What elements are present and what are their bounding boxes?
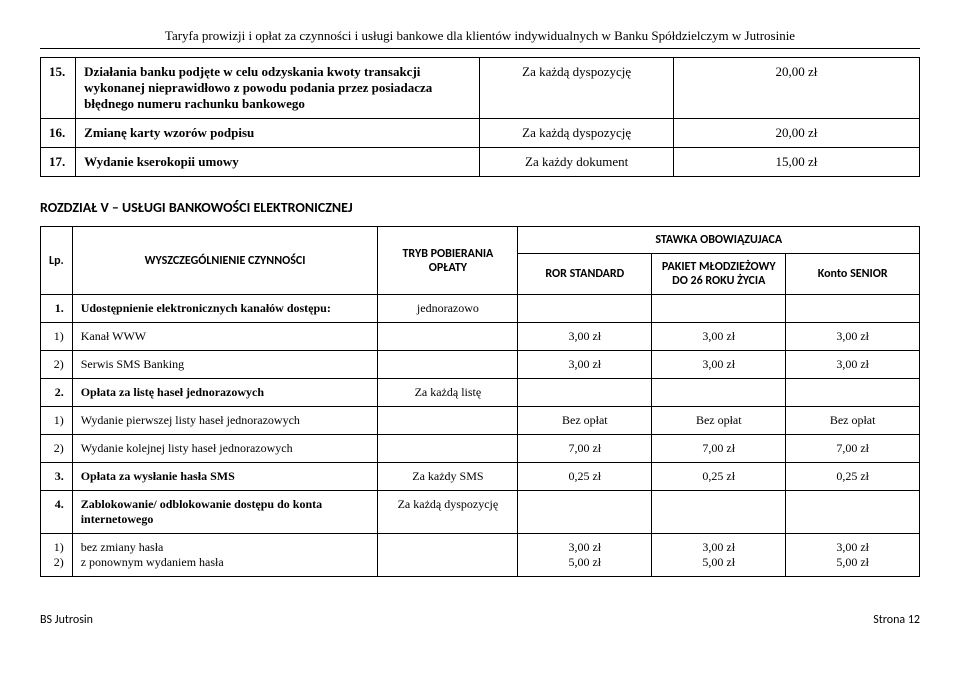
cell-youth: 3,00 zł5,00 zł (652, 534, 786, 577)
cell-senior (786, 295, 920, 323)
row-desc: Zmianę karty wzorów podpisu (76, 119, 480, 148)
cell-lp: 1)2) (41, 534, 73, 577)
fees-row: 16.Zmianę karty wzorów podpisuZa każdą d… (41, 119, 920, 148)
cell-ror (518, 379, 652, 407)
row-mode: Za każdą dyspozycję (480, 58, 673, 119)
cell-senior: 3,00 zł5,00 zł (786, 534, 920, 577)
cell-senior: 3,00 zł (786, 323, 920, 351)
rates-row: 1.Udostępnienie elektronicznych kanałów … (41, 295, 920, 323)
cell-activity: Opłata za wysłanie hasła SMS (72, 463, 378, 491)
row-num: 16. (41, 119, 76, 148)
cell-lp: 2) (41, 351, 73, 379)
row-val: 20,00 zł (673, 119, 919, 148)
row-val: 15,00 zł (673, 148, 919, 177)
cell-mode: Za każdy SMS (378, 463, 518, 491)
rates-row: 3.Opłata za wysłanie hasła SMSZa każdy S… (41, 463, 920, 491)
row-num: 17. (41, 148, 76, 177)
cell-senior (786, 379, 920, 407)
cell-ror: 3,00 zł5,00 zł (518, 534, 652, 577)
cell-youth: 3,00 zł (652, 323, 786, 351)
rates-row: 2)Wydanie kolejnej listy haseł jednorazo… (41, 435, 920, 463)
cell-ror: 0,25 zł (518, 463, 652, 491)
cell-ror (518, 491, 652, 534)
cell-mode (378, 534, 518, 577)
rates-row: 1)Kanał WWW3,00 zł3,00 zł3,00 zł (41, 323, 920, 351)
cell-youth (652, 379, 786, 407)
page-footer: BS Jutrosin Strona 12 (40, 613, 920, 627)
cell-youth (652, 295, 786, 323)
cell-senior: 3,00 zł (786, 351, 920, 379)
cell-activity: bez zmiany hasłaz ponownym wydaniem hasł… (72, 534, 378, 577)
row-mode: Za każdą dyspozycję (480, 119, 673, 148)
col-activity: WYSZCZEGÓLNIENIE CZYNNOŚCI (72, 227, 378, 295)
cell-ror: 3,00 zł (518, 323, 652, 351)
col-lp: Lp. (41, 227, 73, 295)
cell-lp: 1) (41, 407, 73, 435)
page-header: Taryfa prowizji i opłat za czynności i u… (40, 28, 920, 49)
cell-lp: 3. (41, 463, 73, 491)
cell-youth: 3,00 zł (652, 351, 786, 379)
row-desc: Działania banku podjęte w celu odzyskani… (76, 58, 480, 119)
row-desc: Wydanie kserokopii umowy (76, 148, 480, 177)
cell-activity: Opłata za listę haseł jednorazowych (72, 379, 378, 407)
col-mode: TRYB POBIERANIA OPŁATY (378, 227, 518, 295)
cell-youth: 7,00 zł (652, 435, 786, 463)
cell-mode (378, 323, 518, 351)
cell-mode: Za każdą dyspozycję (378, 491, 518, 534)
cell-mode: Za każdą listę (378, 379, 518, 407)
cell-activity: Kanał WWW (72, 323, 378, 351)
cell-activity: Udostępnienie elektronicznych kanałów do… (72, 295, 378, 323)
rates-row: 4.Zablokowanie/ odblokowanie dostępu do … (41, 491, 920, 534)
cell-lp: 1) (41, 323, 73, 351)
cell-senior: 0,25 zł (786, 463, 920, 491)
cell-senior: 7,00 zł (786, 435, 920, 463)
cell-lp: 2. (41, 379, 73, 407)
cell-lp: 2) (41, 435, 73, 463)
col-rate-group: STAWKA OBOWIĄZUJACA (518, 227, 920, 254)
cell-youth (652, 491, 786, 534)
cell-senior (786, 491, 920, 534)
col-youth: PAKIET MŁODZIEŻOWY DO 26 ROKU ŻYCIA (652, 254, 786, 295)
cell-lp: 1. (41, 295, 73, 323)
row-mode: Za każdy dokument (480, 148, 673, 177)
rates-row: 2.Opłata za listę haseł jednorazowychZa … (41, 379, 920, 407)
section-title: ROZDZIAŁ V – USŁUGI BANKOWOŚCI ELEKTRONI… (40, 199, 920, 216)
cell-mode: jednorazowo (378, 295, 518, 323)
fees-row: 15.Działania banku podjęte w celu odzysk… (41, 58, 920, 119)
fees-row: 17.Wydanie kserokopii umowyZa każdy doku… (41, 148, 920, 177)
rates-row: 2)Serwis SMS Banking3,00 zł3,00 zł3,00 z… (41, 351, 920, 379)
cell-youth: Bez opłat (652, 407, 786, 435)
cell-ror: 3,00 zł (518, 351, 652, 379)
footer-right: Strona 12 (873, 613, 920, 627)
cell-mode (378, 351, 518, 379)
cell-lp: 4. (41, 491, 73, 534)
cell-activity: Wydanie pierwszej listy haseł jednorazow… (72, 407, 378, 435)
col-ror: ROR STANDARD (518, 254, 652, 295)
row-num: 15. (41, 58, 76, 119)
rates-row: 1)2)bez zmiany hasłaz ponownym wydaniem … (41, 534, 920, 577)
cell-activity: Wydanie kolejnej listy haseł jednorazowy… (72, 435, 378, 463)
cell-mode (378, 435, 518, 463)
cell-ror (518, 295, 652, 323)
cell-activity: Zablokowanie/ odblokowanie dostępu do ko… (72, 491, 378, 534)
cell-youth: 0,25 zł (652, 463, 786, 491)
col-senior: Konto SENIOR (786, 254, 920, 295)
footer-left: BS Jutrosin (40, 613, 93, 627)
cell-ror: Bez opłat (518, 407, 652, 435)
cell-mode (378, 407, 518, 435)
rates-row: 1)Wydanie pierwszej listy haseł jednoraz… (41, 407, 920, 435)
cell-senior: Bez opłat (786, 407, 920, 435)
cell-activity: Serwis SMS Banking (72, 351, 378, 379)
rates-table: Lp. WYSZCZEGÓLNIENIE CZYNNOŚCI TRYB POBI… (40, 226, 920, 577)
cell-ror: 7,00 zł (518, 435, 652, 463)
row-val: 20,00 zł (673, 58, 919, 119)
fees-table: 15.Działania banku podjęte w celu odzysk… (40, 57, 920, 177)
